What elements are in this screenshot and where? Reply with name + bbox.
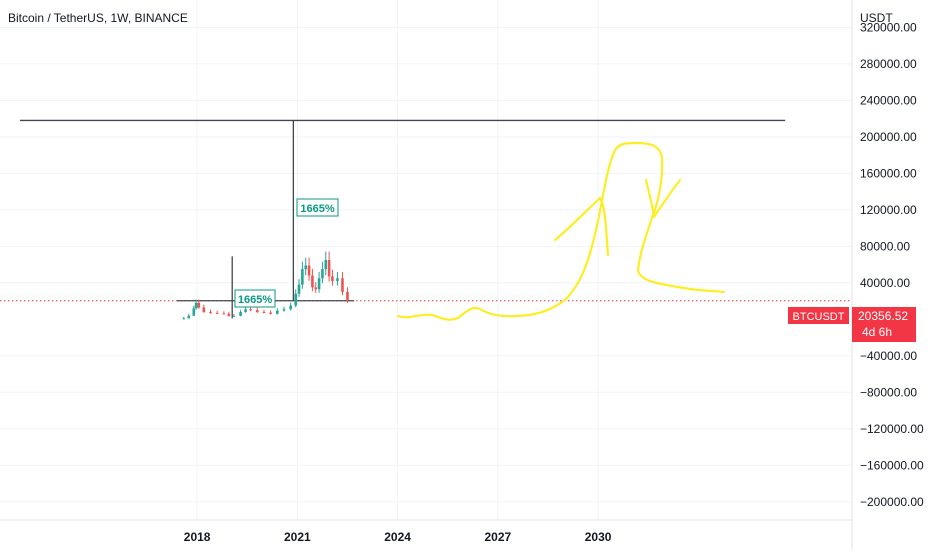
candle-body [215, 312, 219, 314]
projection-stroke-2 [553, 196, 610, 257]
price-badge-symbol: BTCUSDT [793, 311, 845, 323]
time-tick-label: 2024 [384, 530, 411, 544]
candle-body [192, 308, 196, 316]
candle-body [276, 310, 279, 314]
price-tick-label: 320000.00 [860, 20, 917, 34]
candle-body [202, 307, 206, 312]
projection-curve [396, 141, 726, 321]
time-tick-label: 2021 [284, 530, 311, 544]
price-series [182, 251, 349, 320]
price-badge-value: 20356.52 [858, 309, 908, 323]
time-axis[interactable]: 2018 2021 2024 2027 2030 [184, 530, 612, 544]
candle-body [197, 302, 201, 308]
candle-body [182, 318, 186, 320]
measure-label-large[interactable]: 1665% [296, 198, 339, 217]
candle-body [269, 312, 272, 314]
candle-body [327, 260, 331, 277]
horizontal-lines[interactable] [20, 119, 786, 319]
time-tick-label: 2027 [484, 530, 511, 544]
candle-body [239, 312, 242, 316]
candle-body [209, 312, 212, 313]
price-axis-unit: USDT [860, 11, 893, 25]
candle-body [341, 278, 344, 292]
grid [0, 0, 852, 520]
candle-body [249, 309, 252, 311]
candle-body [227, 313, 231, 317]
price-tick-label: −40000.00 [860, 349, 917, 363]
candle-body [187, 315, 191, 319]
price-tick-label: −120000.00 [860, 422, 924, 436]
chart-title: Bitcoin / TetherUS, 1W, BINANCE [8, 11, 188, 25]
candle-body [304, 265, 308, 270]
candle-body [314, 287, 318, 290]
candle-body [317, 278, 321, 290]
candle-body [194, 302, 198, 309]
yellow-projection-drawing[interactable] [396, 141, 726, 321]
candle-body [222, 313, 226, 315]
candle-body [336, 278, 339, 281]
candle-body [294, 293, 297, 306]
candle-body [262, 312, 266, 313]
price-tick-label: 280000.00 [860, 57, 917, 71]
price-badge-countdown: 4d 6h [862, 325, 892, 339]
candle-body [321, 269, 324, 279]
price-tick-label: −200000.00 [860, 495, 924, 509]
price-tick-label: 240000.00 [860, 93, 917, 107]
projection-stroke-3 [644, 178, 682, 219]
time-tick-label: 2018 [184, 530, 211, 544]
price-tick-label: 160000.00 [860, 166, 917, 180]
candle-body [297, 284, 301, 294]
price-axis[interactable]: 320000.00 280000.00 240000.00 200000.00 1600… [860, 20, 924, 508]
price-badge[interactable]: BTCUSDT 20356.52 4d 6h [788, 307, 916, 342]
candle-body [331, 276, 334, 281]
price-tick-label: 120000.00 [860, 203, 917, 217]
candle-body [346, 291, 349, 301]
candle-body [289, 305, 292, 310]
candle-body [282, 309, 286, 311]
measure-label-small-text: 1665% [238, 294, 272, 306]
price-tick-label: 80000.00 [860, 239, 910, 253]
candle-body [311, 275, 314, 288]
candle-body [307, 265, 311, 276]
price-tick-label: 40000.00 [860, 276, 910, 290]
candle-body [232, 315, 236, 317]
measure-label-large-text: 1665% [300, 203, 334, 215]
candle-body [255, 310, 259, 312]
price-tick-label: 200000.00 [860, 130, 917, 144]
price-tick-label: −80000.00 [860, 385, 917, 399]
candle-body [324, 260, 328, 270]
candle-body [244, 309, 247, 312]
price-tick-label: −160000.00 [860, 458, 924, 472]
measure-label-small[interactable]: 1665% [234, 289, 276, 308]
time-tick-label: 2030 [585, 530, 612, 544]
candle-body [301, 269, 304, 285]
